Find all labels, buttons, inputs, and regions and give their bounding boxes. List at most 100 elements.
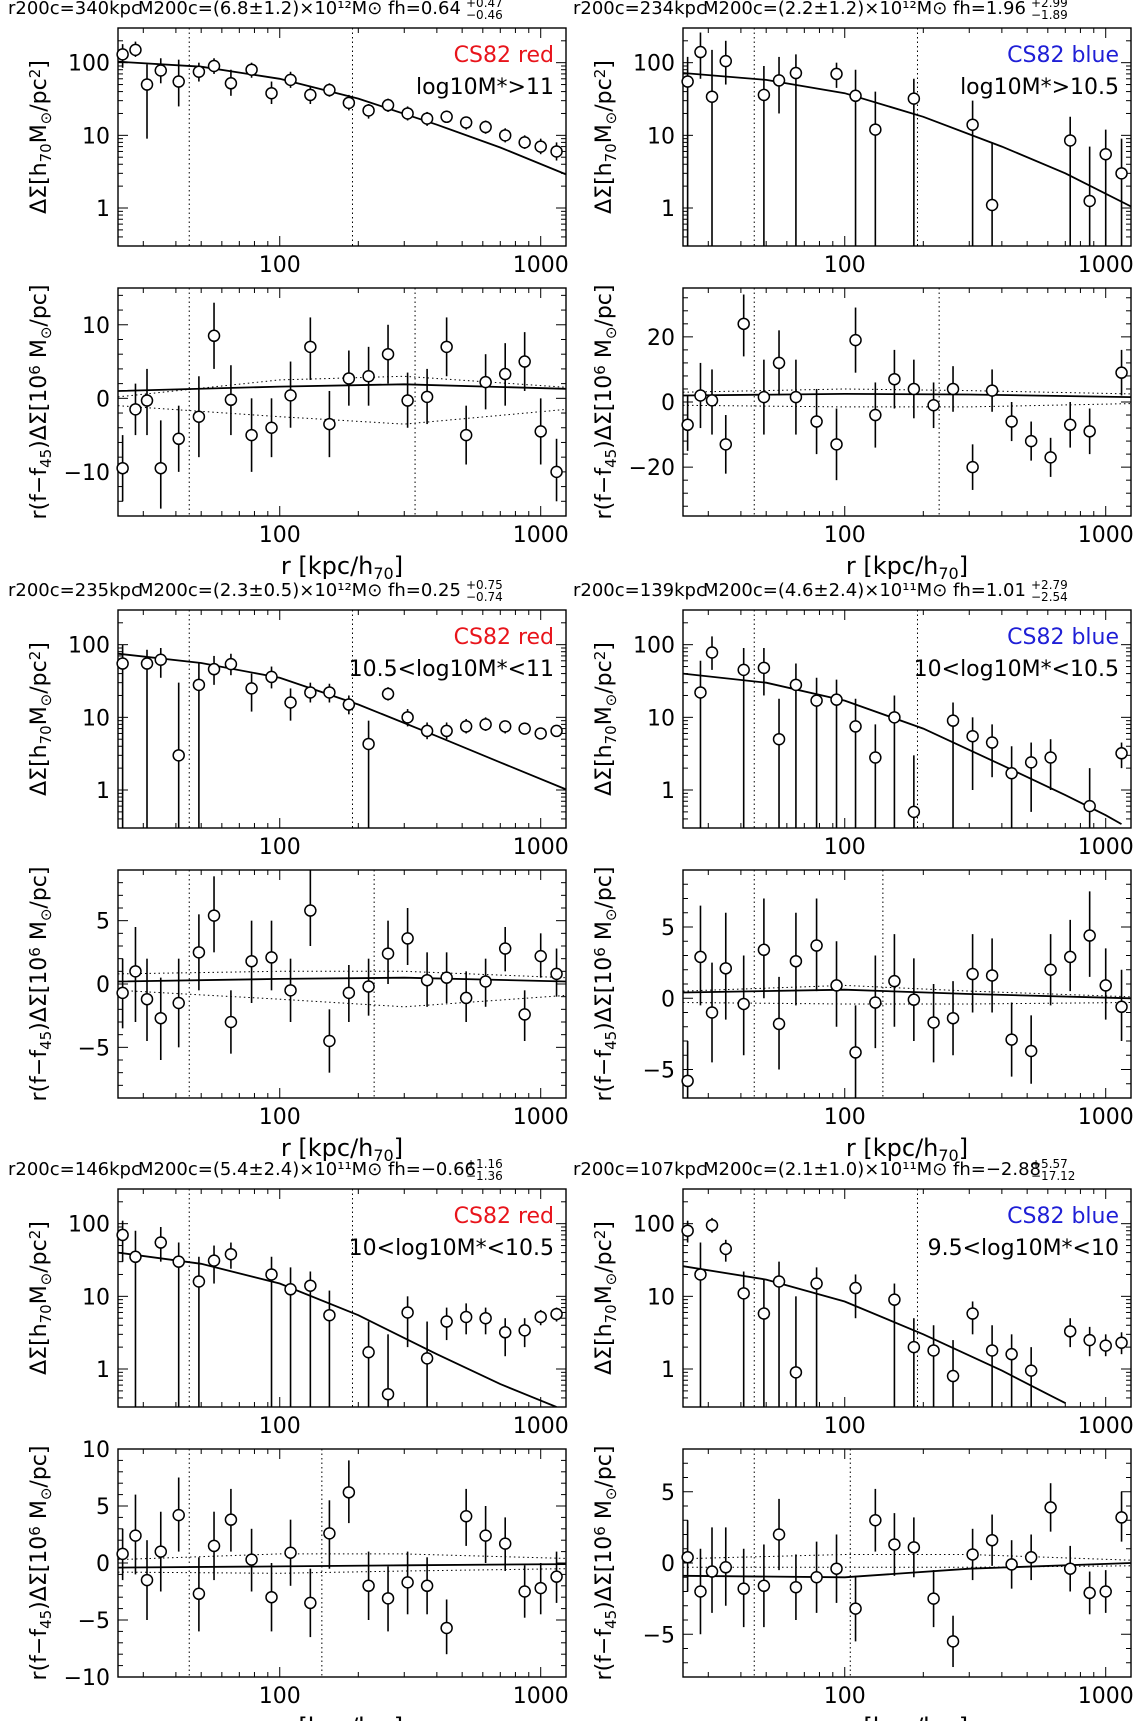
model-fit-curve (118, 652, 566, 791)
y-axis-label-part: r(f−f (592, 1628, 617, 1681)
data-point (304, 340, 317, 354)
sample-name-label: CS82 red (454, 43, 554, 68)
y-tick-label: −5 (643, 1059, 675, 1084)
data-point (869, 751, 882, 764)
data-point (719, 54, 733, 68)
y-axis-label-part: ⊙ (602, 112, 620, 125)
mass-label: M200c=(2.3±0.5)×10¹²M⊙ (138, 580, 382, 601)
data-point (459, 991, 473, 1005)
data-point (154, 1545, 168, 1558)
data-point (946, 1369, 960, 1383)
y-axis-label-part: ⊙ (602, 1488, 620, 1501)
data-point (498, 1326, 512, 1339)
cross-term-plot: −10 −5 0 5 10 100 1000 r(f−f45)ΔΣ[106 M⊙/pc] r [… (26, 1438, 569, 1721)
data-point (498, 129, 512, 142)
data-point (681, 75, 694, 88)
data-point (381, 687, 395, 701)
data-point (985, 1533, 999, 1547)
y-axis-label-part: )ΔΣ[10 (592, 957, 617, 1031)
y-axis-label-part: ⊙ (602, 694, 620, 707)
data-point (172, 749, 185, 762)
y-axis-label-part: ⊙ (602, 909, 620, 922)
data-point (420, 112, 434, 125)
data-point (323, 1308, 336, 1322)
r200-label: r200c=146kpc (8, 1159, 141, 1180)
data-point (304, 88, 317, 102)
model-fit-curve (682, 988, 1132, 1000)
confidence-band-lower (117, 405, 567, 425)
x-tick-label: 1000 (513, 1105, 569, 1130)
sample-name-label: CS82 blue (1007, 1204, 1119, 1229)
y-axis-label-part: ] (592, 60, 617, 69)
y-tick-label: 5 (96, 1495, 110, 1520)
fh-error-up: +2.99 (1031, 0, 1068, 10)
data-point (985, 198, 999, 212)
data-point (154, 653, 168, 667)
data-point (420, 1352, 434, 1365)
mass-cut-label: log10M*>11 (416, 75, 554, 100)
data-point (265, 1268, 278, 1281)
data-point (342, 986, 356, 1000)
model-fit-curve (682, 1562, 1132, 1579)
data-point (907, 1340, 921, 1354)
data-point (265, 86, 278, 100)
y-axis-label-part: /pc (592, 660, 617, 693)
data-point (1005, 767, 1018, 780)
y-axis-label-part: ] (27, 1221, 52, 1230)
data-point (420, 390, 434, 404)
data-point (534, 140, 547, 153)
y-tick-label: 10 (82, 124, 110, 149)
y-axis-label-part: 45 (37, 449, 55, 468)
data-point (907, 805, 921, 819)
y-axis-label-part: 70 (37, 1304, 55, 1323)
data-point (1083, 425, 1096, 438)
data-point (946, 1635, 960, 1648)
x-tick-label: 100 (259, 253, 301, 278)
data-point (284, 1283, 297, 1296)
data-point (140, 657, 154, 670)
y-tick-label: 10 (647, 1285, 675, 1310)
data-point (789, 1366, 803, 1379)
data-point (694, 389, 707, 402)
data-point (757, 1307, 771, 1320)
cross-term-plot: −20 0 20 100 1000 r(f−f45)ΔΣ[106 M⊙/pc] r [kpc… (591, 285, 1134, 583)
y-axis-label-part: /pc (592, 78, 617, 111)
data-point (362, 1346, 375, 1359)
confidence-band-upper (117, 1553, 567, 1561)
data-point (1024, 756, 1038, 769)
data-point (1115, 366, 1128, 379)
data-point (946, 382, 960, 396)
data-point (323, 686, 336, 699)
y-axis-label-part: /pc (27, 78, 52, 111)
data-point (479, 975, 492, 988)
x-axis-label-main: r [kpc/h (846, 1713, 938, 1721)
data-point (224, 1513, 238, 1526)
x-tick-label: 1000 (1078, 1105, 1134, 1130)
data-point (140, 1573, 154, 1587)
data-point (116, 461, 129, 475)
x-tick-label: 100 (259, 1684, 301, 1709)
y-axis-label: ΔΣ[h70M⊙/pc2] (26, 60, 55, 214)
data-point (459, 116, 473, 129)
y-tick-label: −10 (64, 1666, 110, 1691)
data-point (224, 393, 238, 407)
data-point (737, 1582, 750, 1595)
data-point (772, 1528, 786, 1541)
data-point (479, 120, 492, 134)
data-point (172, 996, 185, 1010)
data-point (757, 1579, 771, 1593)
data-point (888, 711, 901, 724)
data-point (498, 720, 512, 733)
data-point (849, 1046, 862, 1059)
plot-frame (682, 287, 1132, 517)
data-point (207, 1254, 221, 1267)
data-point (265, 951, 278, 964)
data-point (888, 372, 901, 386)
fh-error-up: +2.79 (1031, 578, 1068, 592)
confidence-band-lower (682, 403, 1132, 408)
y-tick-label: 10 (647, 706, 675, 731)
data-point (342, 372, 356, 385)
data-point (116, 657, 129, 670)
sample-name-label: CS82 blue (1007, 625, 1119, 650)
